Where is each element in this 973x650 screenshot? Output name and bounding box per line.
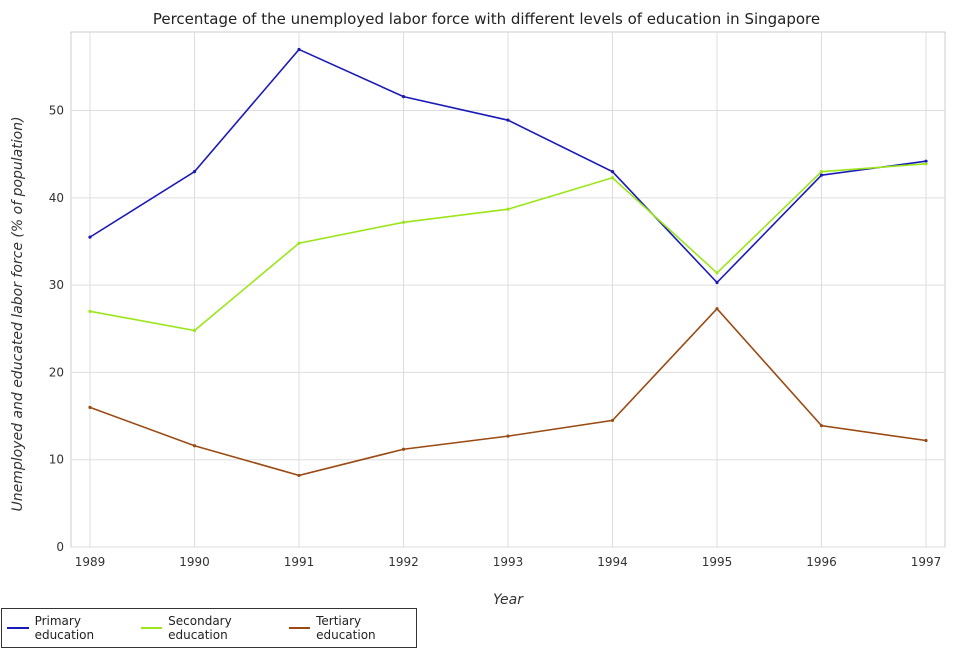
series-lines [88, 47, 928, 478]
data-point [192, 170, 197, 174]
data-point [88, 235, 92, 239]
x-axis-label: Year [493, 592, 524, 608]
grid-lines [70, 31, 946, 548]
data-point [924, 159, 928, 163]
data-point [88, 405, 92, 409]
data-point [506, 207, 510, 211]
legend-swatch [288, 627, 311, 629]
data-point [506, 434, 510, 438]
y-tick-label: 50 [49, 104, 64, 118]
y-axis-label: Unemployed and educated labor force (% o… [10, 116, 26, 511]
y-tick-label: 20 [49, 365, 64, 379]
x-tick-label: 1993 [493, 555, 524, 569]
data-point [192, 444, 197, 448]
data-point [297, 47, 301, 52]
data-point [88, 309, 92, 313]
legend-item: Tertiary education [288, 614, 406, 642]
x-tick-label: 1992 [388, 555, 419, 569]
y-tick-label: 10 [49, 453, 64, 467]
legend-label: Tertiary education [316, 614, 376, 642]
y-tick-label: 40 [49, 191, 64, 205]
data-point [297, 473, 301, 478]
x-tick-label: 1989 [75, 555, 106, 569]
legend-item: Secondary education [140, 614, 274, 642]
data-point [401, 94, 406, 99]
data-point [192, 328, 197, 333]
data-point [506, 118, 510, 122]
legend-label: Primary education [34, 614, 95, 642]
x-tick-label: 1995 [702, 555, 733, 569]
axes: 0 10 20 30 40 50 1989 1990 1991 1992 1993 1994 1995 1… [49, 104, 942, 569]
legend-swatch [140, 627, 163, 629]
x-tick-label: 1997 [911, 555, 942, 569]
y-tick-label: 30 [49, 278, 64, 292]
data-point [819, 173, 824, 177]
legend-swatch [7, 627, 29, 629]
data-point [924, 162, 928, 166]
data-point [819, 170, 824, 174]
x-tick-label: 1991 [284, 555, 315, 569]
x-tick-label: 1996 [806, 555, 837, 569]
data-point [924, 438, 928, 443]
data-point [401, 220, 406, 224]
y-tick-label: 0 [56, 540, 64, 554]
x-tick-label: 1990 [179, 555, 210, 569]
data-point [610, 176, 615, 180]
chart-title: Percentage of the unemployed labor force… [152, 10, 821, 28]
data-point [610, 418, 615, 423]
data-point [715, 307, 719, 311]
data-point [819, 424, 824, 428]
data-point [715, 271, 719, 275]
x-tick-label: 1994 [597, 555, 628, 569]
legend: Primary education Secondary education Tert… [1, 608, 417, 648]
data-point [610, 170, 615, 174]
legend-item: Primary education [7, 614, 126, 642]
legend-label: Secondary education [168, 614, 232, 642]
data-point [297, 241, 301, 245]
data-point [715, 280, 719, 285]
data-point [401, 447, 406, 451]
